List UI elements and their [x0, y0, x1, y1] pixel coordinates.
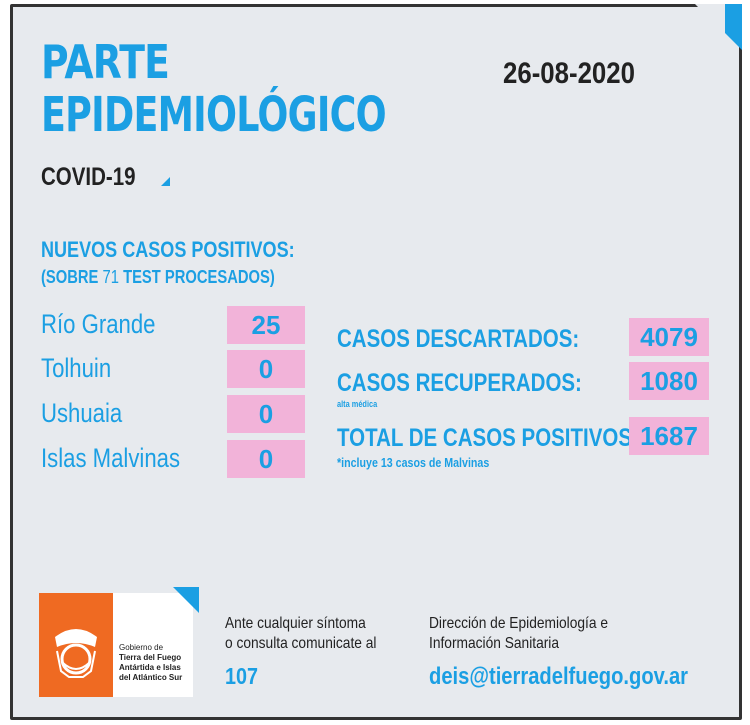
help-text-line2: o consulta comunicate al [225, 635, 377, 652]
recuperados-note: alta médica [337, 399, 378, 409]
city-label-rio-grande: Río Grande [41, 309, 156, 339]
logo-line: Gobierno de [119, 643, 164, 652]
logo-line: del Atlántico Sur [119, 673, 183, 682]
total-value: 1687 [629, 417, 709, 455]
logo-line: Tierra del Fuego [119, 653, 182, 662]
city-value-ushuaia: 0 [227, 395, 305, 433]
descartados-label: CASOS DESCARTADOS: [337, 325, 580, 353]
department-line1: Dirección de Epidemiología e [429, 615, 608, 632]
coat-of-arms-icon [55, 629, 97, 678]
tests-prefix: (SOBRE [41, 267, 99, 287]
tests-count: 71 [102, 267, 119, 287]
corner-notch [695, 4, 725, 34]
tests-subheading: (SOBRE 71 TEST PROCESADOS) [41, 267, 275, 288]
phone-number[interactable]: 107 [225, 663, 259, 689]
contact-email[interactable]: deis@tierradelfuego.gov.ar [429, 663, 689, 690]
logo-line: Antártida e Islas [119, 663, 181, 672]
city-label-ushuaia: Ushuaia [41, 398, 123, 428]
covid-subtitle: COVID-19 [41, 163, 136, 191]
tests-suffix: TEST PROCESADOS) [123, 267, 275, 287]
descartados-value: 4079 [629, 318, 709, 356]
nuevos-heading: NUEVOS CASOS POSITIVOS: [41, 237, 295, 262]
city-label-tolhuin: Tolhuin [41, 353, 112, 383]
total-note: *incluye 13 casos de Malvinas [337, 455, 490, 470]
department-line2: Información Sanitaria [429, 635, 560, 652]
city-value-rio-grande: 25 [227, 306, 305, 344]
recuperados-value: 1080 [629, 362, 709, 400]
logo-orange-panel [39, 593, 113, 697]
city-value-islas-malvinas: 0 [227, 440, 305, 478]
logo-text: Gobierno de Tierra del Fuego Antártida e… [119, 643, 191, 683]
city-value-tolhuin: 0 [227, 350, 305, 388]
subtitle-triangle-icon [161, 177, 170, 186]
government-logo: Gobierno de Tierra del Fuego Antártida e… [39, 587, 199, 697]
city-label-islas-malvinas: Islas Malvinas [41, 443, 181, 473]
logo-corner-triangle [173, 587, 199, 613]
total-label: TOTAL DE CASOS POSITIVOS [337, 424, 633, 452]
title-line2: EPIDEMIOLÓGICO [41, 87, 387, 143]
recuperados-label: CASOS RECUPERADOS: [337, 369, 582, 397]
title-line1: PARTE [41, 35, 170, 89]
report-date: 26-08-2020 [503, 57, 635, 90]
help-text-line1: Ante cualquier síntoma [225, 615, 366, 632]
report-card: PARTE EPIDEMIOLÓGICO 26-08-2020 COVID-19… [10, 4, 742, 720]
